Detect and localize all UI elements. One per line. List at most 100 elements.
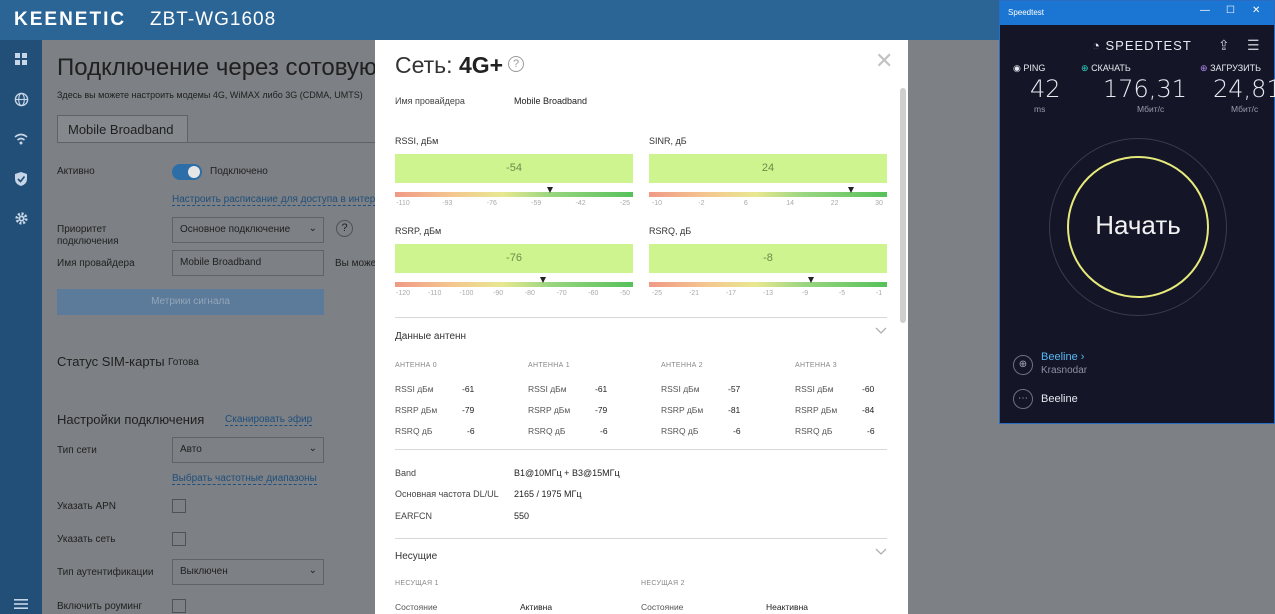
- side-nav: [0, 40, 42, 614]
- antenna-section-title: Данные антенн: [395, 331, 467, 342]
- help-icon[interactable]: ?: [508, 56, 524, 72]
- ping-unit: ms: [1034, 104, 1046, 114]
- wifi-icon[interactable]: [12, 132, 30, 150]
- gauge-tick-label: -93: [442, 200, 453, 207]
- gauge-tick-label: 30: [875, 200, 883, 207]
- gauge-tick-label: -59: [531, 200, 542, 207]
- chevron-down-icon[interactable]: [875, 327, 887, 338]
- gauge-tick-label: -13: [762, 290, 774, 297]
- roaming-checkbox[interactable]: [172, 599, 186, 613]
- gauge-tick-label: -25: [651, 290, 663, 297]
- auth-type-label: Тип аутентификации: [57, 567, 154, 578]
- gauge-ticks: -110 -93 -76 -59 -42 -25: [395, 200, 633, 210]
- close-icon[interactable]: ✕: [875, 48, 894, 73]
- priority-select[interactable]: Основное подключение ⌄: [172, 217, 324, 243]
- antenna-rssi-value: -57: [728, 384, 741, 394]
- gauge-tick-label: -25: [619, 200, 631, 207]
- antenna-rssi-label: RSSI дБм: [395, 384, 434, 394]
- antenna-rsrq-value: -6: [733, 426, 741, 436]
- upload-label: ⊕ ЗАГРУЗИТЬ: [1200, 63, 1262, 73]
- gauge-tick-label: -10: [651, 200, 663, 207]
- carrier1-state-label: Состояние: [395, 602, 438, 612]
- globe-icon[interactable]: [12, 92, 30, 110]
- modal-title-prefix: Сеть:: [395, 52, 453, 78]
- priority-value: Основное подключение: [180, 224, 291, 235]
- network-type-select[interactable]: Авто ⌄: [172, 437, 324, 463]
- carrier2-state-label: Состояние: [641, 602, 684, 612]
- close-icon[interactable]: ✕: [1252, 5, 1261, 16]
- divider: [395, 538, 887, 539]
- antenna-title: АНТЕННА 2: [661, 362, 703, 369]
- sim-status-label: Статус SIM-карты: [57, 354, 165, 369]
- carrier1-title: НЕСУЩАЯ 1: [395, 580, 439, 587]
- metric-gauge: [649, 277, 887, 287]
- share-icon[interactable]: ⇪: [1218, 37, 1230, 53]
- isp-name[interactable]: Beeline ›: [1041, 351, 1085, 363]
- antenna-rsrq-label: RSRQ дБ: [395, 426, 433, 436]
- gauge-tick-label: -110: [427, 290, 442, 297]
- metric-gauge: [649, 187, 887, 197]
- carrier1-state-value: Активна: [520, 602, 553, 612]
- globe-icon: ⊕: [1013, 355, 1033, 375]
- metric-value-box: -76: [395, 244, 633, 273]
- modal-scrollbar[interactable]: [900, 88, 906, 323]
- antenna-rsrq-value: -6: [467, 426, 475, 436]
- provider-input[interactable]: Mobile Broadband: [172, 250, 324, 276]
- menu-icon[interactable]: [12, 596, 30, 614]
- provider-label: Имя провайдера: [57, 258, 135, 269]
- maximize-icon[interactable]: ☐: [1226, 5, 1235, 16]
- antenna-rssi-label: RSSI дБм: [528, 384, 567, 394]
- antenna-rsrp-label: RSRP дБм: [795, 405, 838, 415]
- antenna-title: АНТЕННА 0: [395, 362, 437, 369]
- ping-icon: ◉: [1013, 63, 1021, 73]
- earfcn-label: EARFCN: [395, 511, 433, 521]
- chevron-down-icon[interactable]: [875, 548, 887, 559]
- antenna-rsrp-label: RSRP дБм: [661, 405, 704, 415]
- server-icon[interactable]: ⋯: [1013, 389, 1033, 409]
- network-checkbox[interactable]: [172, 532, 186, 546]
- scan-air-link[interactable]: Сканировать эфир: [225, 414, 313, 426]
- gauge-tick-label: 14: [786, 200, 795, 207]
- gauge-tick-label: -9: [801, 290, 809, 297]
- signal-metrics-button[interactable]: Метрики сигнала: [57, 289, 324, 315]
- carrier2-state-value: Неактивна: [766, 602, 808, 612]
- gauge-tick-label: -120: [395, 290, 411, 297]
- minimize-icon[interactable]: —: [1200, 5, 1210, 16]
- modal-provider-value: Mobile Broadband: [514, 96, 588, 106]
- antenna-rsrp-value: -84: [862, 405, 875, 415]
- dashboard-icon[interactable]: [12, 52, 30, 70]
- settings-icon[interactable]: ☰: [1247, 37, 1260, 53]
- network-modal: Сеть: 4G+ ? ✕ Имя провайдера Mobile Broa…: [375, 40, 908, 614]
- start-button-label: Начать: [1095, 210, 1181, 240]
- speedtest-logo-icon: ◔: [1092, 38, 1101, 53]
- bands-link[interactable]: Выбрать частотные диапазоны: [172, 473, 317, 485]
- gauge-tick-label: -1: [875, 290, 883, 297]
- gauge-tick-label: -90: [493, 290, 504, 297]
- shield-icon[interactable]: [12, 171, 30, 189]
- metric-gauge: [395, 187, 633, 197]
- apn-label: Указать APN: [57, 501, 117, 512]
- settings-title: Настройки подключения: [57, 412, 205, 427]
- start-button[interactable]: Начать: [1067, 156, 1209, 298]
- gauge-ticks: -10 -2 6 14 22 30: [649, 200, 887, 210]
- metric-label: RSSI, дБм: [395, 136, 439, 146]
- carrier2-title: НЕСУЩАЯ 2: [641, 580, 685, 587]
- gauge-marker: [546, 187, 553, 193]
- auth-type-select[interactable]: Выключен ⌄: [172, 559, 324, 585]
- gauge-marker: [848, 187, 855, 193]
- tab-mobile-broadband[interactable]: Mobile Broadband: [57, 115, 188, 143]
- apn-checkbox[interactable]: [172, 499, 186, 513]
- network-type-value: Авто: [180, 444, 202, 455]
- network-label: Указать сеть: [57, 534, 116, 545]
- gauge-ticks: -25 -21 -17 -13 -9 -5 -1: [649, 290, 887, 300]
- help-icon[interactable]: ?: [336, 220, 353, 237]
- antenna-rsrp-label: RSRP дБм: [528, 405, 571, 415]
- gear-icon[interactable]: [12, 211, 30, 229]
- network-type-label: Тип сети: [57, 445, 97, 456]
- ping-value: 42: [1030, 75, 1061, 103]
- chevron-down-icon: ⌄: [308, 223, 317, 234]
- server-name[interactable]: Beeline: [1041, 393, 1078, 405]
- priority-label-2: подключения: [57, 236, 119, 247]
- schedule-link[interactable]: Настроить расписание для доступа в интер…: [172, 194, 387, 206]
- active-toggle[interactable]: [172, 164, 202, 180]
